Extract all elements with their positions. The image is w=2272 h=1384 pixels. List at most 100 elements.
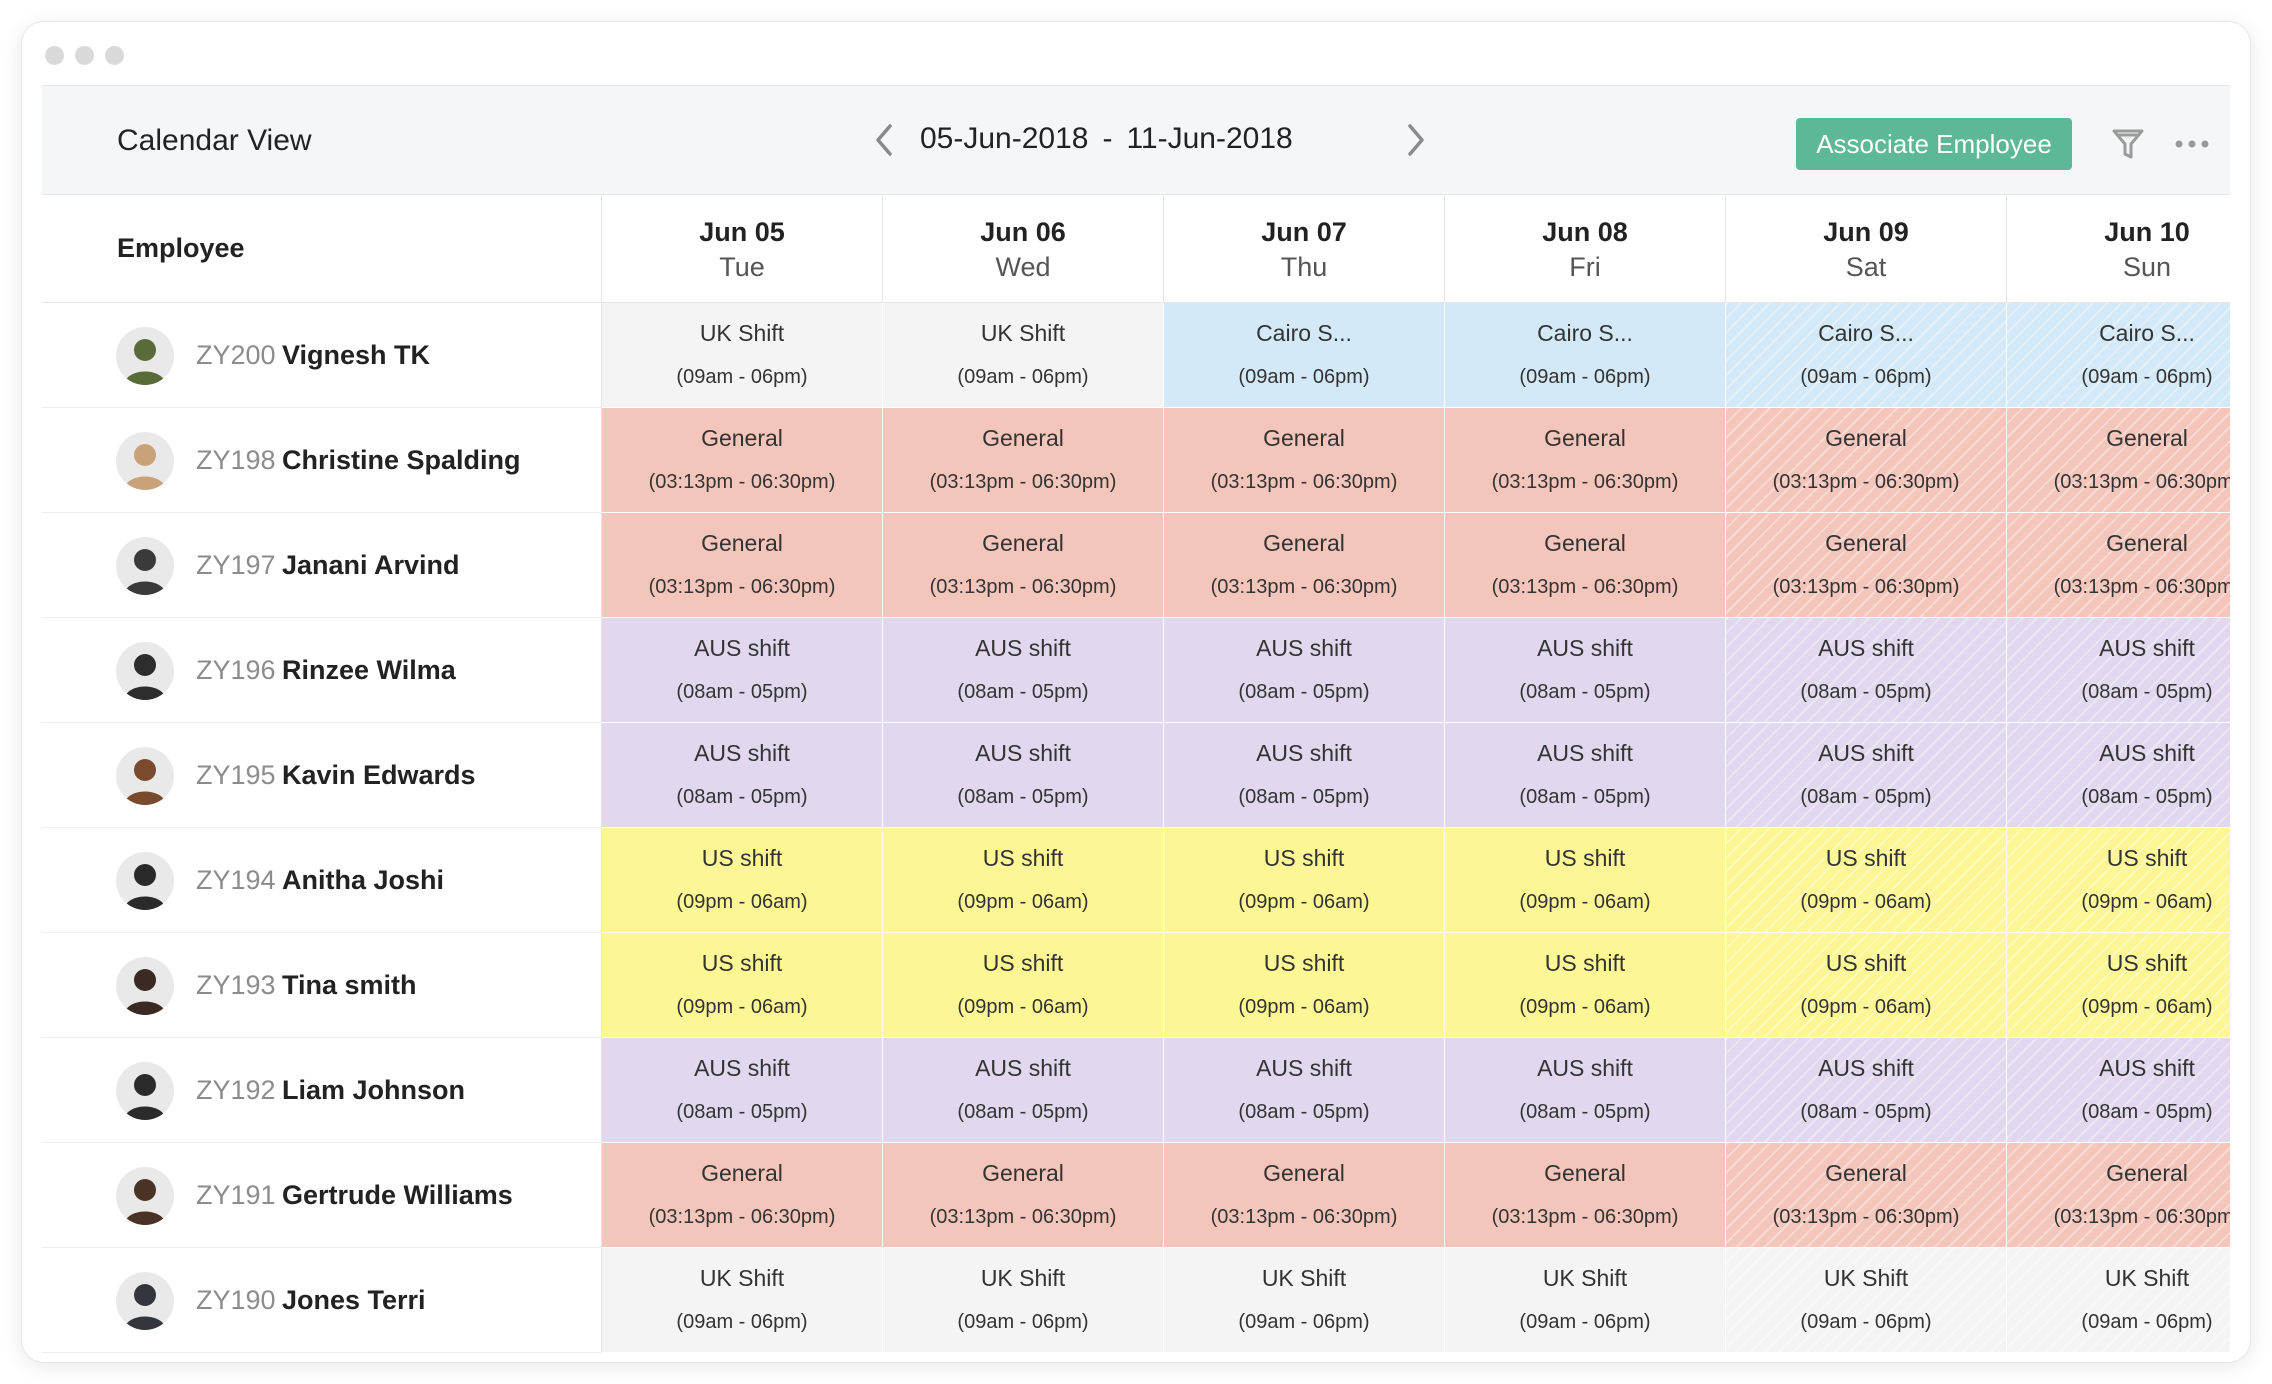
shift-time: (03:13pm - 06:30pm) (2053, 471, 2230, 493)
shift-cell-uk[interactable]: UK Shift (09am - 06pm) (883, 303, 1164, 408)
avatar-icon (116, 432, 174, 490)
shift-cell-aus[interactable]: AUS shift (08am - 05pm) (602, 618, 883, 723)
shift-name: US shift (982, 845, 1064, 871)
shift-name: General (2106, 1160, 2188, 1186)
shift-cell-general[interactable]: General (03:13pm - 06:30pm) (2007, 408, 2230, 513)
shift-name: US shift (1263, 845, 1345, 871)
shift-cell-aus[interactable]: AUS shift (08am - 05pm) (1726, 1038, 2007, 1143)
shift-cell-aus[interactable]: AUS shift (08am - 05pm) (883, 723, 1164, 828)
shift-cell-us[interactable]: US shift (09pm - 06am) (883, 933, 1164, 1038)
employee-cell[interactable]: ZY193 Tina smith (42, 933, 602, 1038)
shift-cell-aus[interactable]: AUS shift (08am - 05pm) (1726, 723, 2007, 828)
employee-id: ZY192 (196, 1075, 276, 1105)
shift-cell-general[interactable]: General (03:13pm - 06:30pm) (1445, 408, 1726, 513)
shift-cell-aus[interactable]: AUS shift (08am - 05pm) (1164, 1038, 1445, 1143)
shift-cell-aus[interactable]: AUS shift (08am - 05pm) (883, 618, 1164, 723)
employee-cell[interactable]: ZY198 Christine Spalding (42, 408, 602, 513)
employee-cell[interactable]: ZY190 Jones Terri (42, 1248, 602, 1353)
window-minimize-dot[interactable] (75, 46, 94, 65)
shift-cell-aus[interactable]: AUS shift (08am - 05pm) (1445, 1038, 1726, 1143)
shift-cell-general[interactable]: General (03:13pm - 06:30pm) (602, 408, 883, 513)
shift-cell-general[interactable]: General (03:13pm - 06:30pm) (883, 513, 1164, 618)
shift-cell-aus[interactable]: AUS shift (08am - 05pm) (883, 1038, 1164, 1143)
shift-name: AUS shift (694, 635, 790, 661)
shift-cell-general[interactable]: General (03:13pm - 06:30pm) (602, 513, 883, 618)
prev-week-button[interactable] (862, 116, 906, 164)
shift-cell-us[interactable]: US shift (09pm - 06am) (883, 828, 1164, 933)
shift-name: UK Shift (1542, 1265, 1628, 1291)
employee-cell[interactable]: ZY197 Janani Arvind (42, 513, 602, 618)
shift-time: (03:13pm - 06:30pm) (648, 576, 836, 598)
shift-cell-general[interactable]: General (03:13pm - 06:30pm) (1164, 513, 1445, 618)
shift-cell-general[interactable]: General (03:13pm - 06:30pm) (2007, 1143, 2230, 1248)
shift-cell-aus[interactable]: AUS shift (08am - 05pm) (1164, 618, 1445, 723)
shift-cell-us[interactable]: US shift (09pm - 06am) (602, 933, 883, 1038)
shift-cell-general[interactable]: General (03:13pm - 06:30pm) (1726, 1143, 2007, 1248)
shift-name: General (701, 425, 783, 451)
shift-time: (03:13pm - 06:30pm) (1491, 576, 1679, 598)
more-options-button[interactable] (2172, 136, 2212, 152)
employee-cell[interactable]: ZY196 Rinzee Wilma (42, 618, 602, 723)
shift-cell-uk[interactable]: UK Shift (09am - 06pm) (1445, 1248, 1726, 1353)
shift-name: General (1825, 530, 1907, 556)
shift-cell-uk[interactable]: UK Shift (09am - 06pm) (883, 1248, 1164, 1353)
shift-cell-general[interactable]: General (03:13pm - 06:30pm) (883, 408, 1164, 513)
shift-cell-aus[interactable]: AUS shift (08am - 05pm) (602, 723, 883, 828)
range-start: 05-Jun-2018 (920, 122, 1089, 155)
shift-cell-aus[interactable]: AUS shift (08am - 05pm) (1445, 723, 1726, 828)
shift-cell-uk[interactable]: UK Shift (09am - 06pm) (1726, 1248, 2007, 1353)
shift-cell-general[interactable]: General (03:13pm - 06:30pm) (602, 1143, 883, 1248)
shift-cell-general[interactable]: General (03:13pm - 06:30pm) (2007, 513, 2230, 618)
shift-cell-us[interactable]: US shift (09pm - 06am) (2007, 828, 2230, 933)
shift-cell-aus[interactable]: AUS shift (08am - 05pm) (602, 1038, 883, 1143)
avatar-icon (116, 1062, 174, 1120)
shift-cell-general[interactable]: General (03:13pm - 06:30pm) (1445, 513, 1726, 618)
shift-cell-uk[interactable]: UK Shift (09am - 06pm) (1164, 1248, 1445, 1353)
shift-cell-general[interactable]: General (03:13pm - 06:30pm) (1726, 408, 2007, 513)
shift-cell-us[interactable]: US shift (09pm - 06am) (2007, 933, 2230, 1038)
employee-cell[interactable]: ZY194 Anitha Joshi (42, 828, 602, 933)
employee-cell[interactable]: ZY192 Liam Johnson (42, 1038, 602, 1143)
shift-cell-uk[interactable]: UK Shift (09am - 06pm) (602, 303, 883, 408)
shift-cell-general[interactable]: General (03:13pm - 06:30pm) (1726, 513, 2007, 618)
shift-cell-uk[interactable]: UK Shift (09am - 06pm) (2007, 1248, 2230, 1353)
window-zoom-dot[interactable] (105, 46, 124, 65)
shift-time: (09pm - 06am) (1238, 891, 1370, 913)
shift-name: US shift (982, 950, 1064, 976)
shift-cell-cairo[interactable]: Cairo S... (09am - 06pm) (1164, 303, 1445, 408)
shift-cell-us[interactable]: US shift (09pm - 06am) (1164, 828, 1445, 933)
shift-cell-general[interactable]: General (03:13pm - 06:30pm) (1164, 1143, 1445, 1248)
shift-cell-cairo[interactable]: Cairo S... (09am - 06pm) (1726, 303, 2007, 408)
shift-cell-us[interactable]: US shift (09pm - 06am) (1726, 828, 2007, 933)
shift-cell-aus[interactable]: AUS shift (08am - 05pm) (1164, 723, 1445, 828)
shift-cell-aus[interactable]: AUS shift (08am - 05pm) (2007, 618, 2230, 723)
shift-cell-cairo[interactable]: Cairo S... (09am - 06pm) (1445, 303, 1726, 408)
shift-cell-general[interactable]: General (03:13pm - 06:30pm) (1164, 408, 1445, 513)
shift-cell-us[interactable]: US shift (09pm - 06am) (1726, 933, 2007, 1038)
employee-cell[interactable]: ZY200 Vignesh TK (42, 303, 602, 408)
employee-cell[interactable]: ZY195 Kavin Edwards (42, 723, 602, 828)
shift-cell-uk[interactable]: UK Shift (09am - 06pm) (602, 1248, 883, 1353)
shift-cell-us[interactable]: US shift (09pm - 06am) (1164, 933, 1445, 1038)
shift-name: US shift (1825, 845, 1907, 871)
next-week-button[interactable] (1394, 116, 1438, 164)
day-name: Wed (995, 252, 1051, 282)
shift-cell-us[interactable]: US shift (09pm - 06am) (1445, 828, 1726, 933)
shift-time: (08am - 05pm) (676, 681, 808, 703)
employee-cell[interactable]: ZY191 Gertrude Williams (42, 1143, 602, 1248)
shift-name: AUS shift (1256, 1055, 1352, 1081)
shift-cell-general[interactable]: General (03:13pm - 06:30pm) (1445, 1143, 1726, 1248)
shift-cell-general[interactable]: General (03:13pm - 06:30pm) (883, 1143, 1164, 1248)
range-end: 11-Jun-2018 (1126, 122, 1293, 155)
filter-button[interactable] (2108, 126, 2148, 162)
shift-time: (09am - 06pm) (1519, 366, 1651, 388)
shift-cell-aus[interactable]: AUS shift (08am - 05pm) (1726, 618, 2007, 723)
window-close-dot[interactable] (45, 46, 64, 65)
shift-cell-aus[interactable]: AUS shift (08am - 05pm) (2007, 1038, 2230, 1143)
shift-cell-aus[interactable]: AUS shift (08am - 05pm) (1445, 618, 1726, 723)
associate-employee-button[interactable]: Associate Employee (1796, 118, 2072, 170)
shift-cell-us[interactable]: US shift (09pm - 06am) (1445, 933, 1726, 1038)
shift-cell-aus[interactable]: AUS shift (08am - 05pm) (2007, 723, 2230, 828)
shift-cell-cairo[interactable]: Cairo S... (09am - 06pm) (2007, 303, 2230, 408)
shift-cell-us[interactable]: US shift (09pm - 06am) (602, 828, 883, 933)
